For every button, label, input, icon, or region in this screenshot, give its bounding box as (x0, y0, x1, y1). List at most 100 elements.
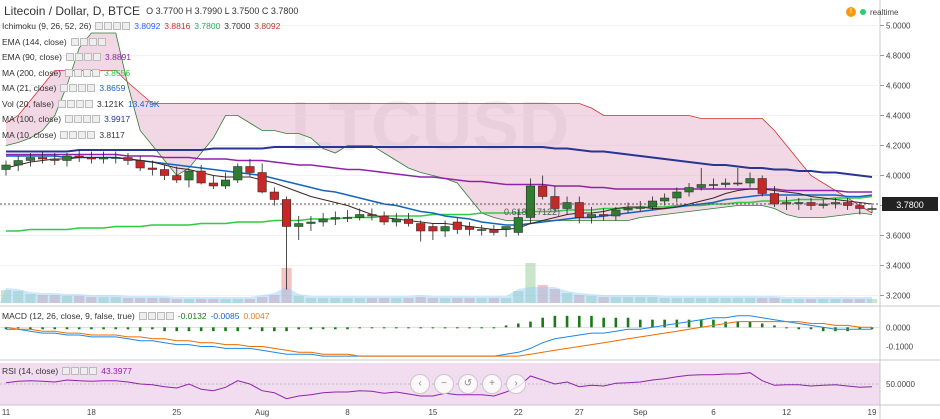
legend-controls[interactable] (65, 68, 101, 77)
candle[interactable] (355, 208, 365, 221)
candle[interactable] (208, 175, 218, 190)
candle[interactable] (708, 178, 718, 190)
candle[interactable] (306, 216, 316, 231)
candle[interactable] (416, 220, 426, 242)
candle[interactable] (562, 196, 572, 215)
candle[interactable] (343, 210, 353, 222)
candle[interactable] (184, 169, 194, 188)
candle[interactable] (721, 178, 731, 188)
macd-signal-line[interactable] (5, 321, 872, 357)
candle[interactable] (818, 199, 828, 209)
candle[interactable] (38, 151, 48, 164)
candle[interactable] (111, 151, 121, 164)
candle[interactable] (86, 151, 96, 164)
candle[interactable] (25, 153, 35, 167)
candle[interactable] (13, 156, 23, 171)
reset-icon[interactable]: ↺ (458, 374, 478, 394)
legend-controls[interactable] (95, 22, 131, 30)
symbol-title[interactable]: Litecoin / Dollar, D, BTCE (4, 4, 141, 18)
candle[interactable] (62, 153, 72, 167)
indicator-legend-row[interactable]: Vol (20, false) 3.121K 13.479K (2, 99, 160, 109)
candle[interactable] (379, 211, 389, 226)
candle[interactable] (160, 165, 170, 180)
candle[interactable] (74, 150, 84, 162)
candle[interactable] (733, 168, 743, 186)
indicator-legend-row[interactable]: EMA (90, close) 3.8891 (2, 52, 131, 62)
candle[interactable] (196, 165, 206, 185)
indicator-legend-row[interactable]: EMA (144, close) (2, 37, 106, 47)
candle[interactable] (403, 213, 414, 227)
legend-controls[interactable] (70, 37, 106, 46)
candle[interactable] (684, 183, 694, 197)
candle[interactable] (855, 202, 865, 215)
ma100-line[interactable] (6, 146, 873, 178)
rsi-line[interactable] (5, 372, 873, 400)
indicator-legend-row[interactable]: MA (100, close) 3.9917 (2, 114, 130, 124)
candle[interactable] (452, 217, 462, 235)
candle[interactable] (830, 198, 840, 209)
candle[interactable] (696, 168, 706, 191)
candle[interactable] (794, 198, 804, 210)
candle[interactable] (440, 220, 450, 238)
indicator-legend-row[interactable]: MA (10, close) 3.8117 (2, 130, 125, 140)
legend-controls[interactable] (65, 115, 101, 123)
candle[interactable] (574, 196, 584, 224)
candle[interactable] (391, 213, 401, 227)
candle[interactable] (123, 153, 133, 165)
candle[interactable] (330, 211, 340, 226)
candle[interactable] (769, 186, 779, 207)
legend-controls[interactable] (60, 84, 96, 92)
candle[interactable] (806, 198, 816, 210)
scroll-right-icon[interactable]: › (506, 374, 526, 394)
indicator-legend-row[interactable]: Ichimoku (9, 26, 52, 26) 3.8092 3.8816 3.78… (2, 21, 280, 31)
candle[interactable] (501, 226, 511, 238)
candle[interactable] (294, 216, 304, 240)
candle[interactable] (525, 178, 535, 224)
alert-icon[interactable]: ! (846, 7, 856, 17)
zoom-in-icon[interactable]: + (482, 374, 502, 394)
scroll-left-icon[interactable]: ‹ (410, 374, 430, 394)
symbol-header[interactable]: Litecoin / Dollar, D, BTCE O 3.7700 H 3.… (4, 4, 298, 18)
ma10-line[interactable] (5, 157, 873, 230)
realtime-indicator[interactable]: ! realtime (846, 7, 898, 17)
zoom-out-icon[interactable]: − (434, 374, 454, 394)
candle[interactable] (221, 172, 231, 190)
indicator-legend-row[interactable]: MA (21, close) 3.8659 (2, 83, 125, 93)
legend-controls[interactable] (66, 53, 101, 61)
candle[interactable] (745, 172, 755, 188)
candle[interactable] (245, 159, 255, 177)
candle[interactable] (611, 207, 621, 221)
candle[interactable] (257, 163, 267, 194)
candle[interactable] (586, 207, 596, 224)
candle[interactable] (318, 213, 328, 227)
candle[interactable] (867, 205, 877, 214)
candle[interactable] (233, 163, 243, 184)
candle[interactable] (269, 187, 279, 206)
candle[interactable] (599, 208, 609, 221)
candle[interactable] (50, 153, 60, 165)
rsi-legend[interactable]: RSI (14, close) 43.3977 (2, 366, 132, 376)
indicator-legend-row[interactable]: MA (200, close) 3.8556 (2, 68, 130, 78)
candle[interactable] (757, 175, 767, 197)
candle[interactable] (282, 196, 292, 290)
candle[interactable] (782, 196, 792, 211)
candle[interactable] (513, 210, 523, 236)
candle[interactable] (843, 198, 853, 210)
candle[interactable] (464, 222, 475, 236)
candle[interactable] (635, 201, 645, 212)
legend-controls[interactable] (138, 312, 174, 320)
candle[interactable] (147, 160, 157, 176)
legend-controls[interactable] (62, 367, 98, 375)
ema90-line[interactable] (6, 153, 872, 193)
macd-legend[interactable]: MACD (12, 26, close, 9, false, true) -0.… (2, 311, 269, 321)
candle[interactable] (672, 187, 682, 203)
candle[interactable] (538, 175, 548, 200)
candle[interactable] (477, 225, 487, 236)
candle[interactable] (550, 186, 560, 212)
legend-controls[interactable] (57, 99, 93, 108)
candle[interactable] (99, 151, 109, 164)
candle[interactable] (135, 156, 145, 171)
candle[interactable] (367, 208, 377, 221)
